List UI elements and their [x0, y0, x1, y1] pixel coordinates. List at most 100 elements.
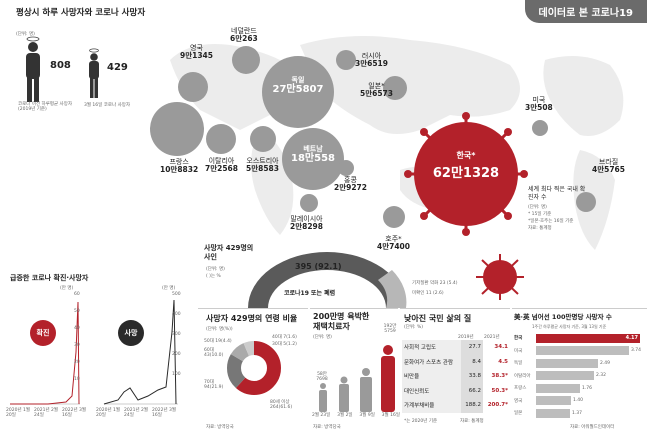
- permillion-bar: [536, 358, 598, 368]
- bubble-russia: [336, 50, 356, 70]
- daily-deaths-covid-value: 429: [107, 62, 128, 73]
- korea-virus-icon: [404, 112, 528, 236]
- surge-unit-left: (만 명): [60, 286, 74, 291]
- label-japan: 일본* 5만6573: [360, 82, 393, 99]
- death-cause-other1: 기저질환 악화 23 (5.4): [412, 281, 458, 286]
- quarantine-panel: [310, 308, 398, 436]
- label-uk: 영국 9만1345: [180, 44, 213, 61]
- label-hongkong: 홍콩 2만9272: [334, 176, 367, 193]
- label-brazil: 브라질 4만5765: [592, 158, 625, 175]
- death-cause-note: ( )는 %: [206, 274, 221, 279]
- permillion-panel: [512, 308, 647, 436]
- bubble-vietnam: 베트남 18만558: [282, 128, 344, 190]
- daily-deaths-normal-caption: 코로나 이전 하루평균 사망자 (2019년 기준): [18, 102, 72, 113]
- permillion-bar: 4.17: [536, 333, 640, 343]
- age-title: 사망자 429명의 연령 비율: [206, 314, 298, 323]
- surge-x-left-1: 2020년 1월 20일: [6, 408, 31, 419]
- permillion-row: 이탈리아 2.32: [514, 371, 607, 381]
- quarantine-labels: 2월 23일 3월 2일 3월 9일 3월 16일: [312, 413, 400, 418]
- surge-x-left-2: 2021년 2월 24일: [34, 408, 59, 419]
- permillion-subtitle: 1주간 하루평균 사망자 기준, 3월 13일 기준: [532, 324, 607, 329]
- quarantine-title: 200만명 육박한 재택치료자: [313, 312, 370, 331]
- quality-table: 사회적 고립도 27.7 34.1 문화여가 스포츠 관람 8.4 4.5 비만율 33.…: [402, 340, 510, 413]
- permillion-row: 영국 1.40: [514, 396, 584, 406]
- quality-unit: (단위: %): [404, 325, 424, 330]
- surge-left-axis: 60 50 40 30 20 10: [74, 292, 80, 382]
- permillion-chart: 한국 4.17 미국 3.74 독일 2.49 이탈리아 2.32 프랑스 1.…: [514, 332, 644, 420]
- permillion-source: 자료: 아워월드인데이터: [570, 425, 615, 430]
- quality-note: *는 2020년 기준: [404, 419, 438, 424]
- age-panel: [198, 308, 308, 436]
- bubble-brazil: [576, 192, 596, 212]
- bubble-germany: 독일 27만5807: [262, 56, 334, 128]
- label-australia: 호주* 4만7400: [377, 235, 410, 252]
- surge-chart: [10, 299, 178, 405]
- quarantine-unit: (단위: 명): [313, 335, 332, 340]
- permillion-bar: [536, 408, 570, 418]
- permillion-row: 독일 2.49: [514, 358, 611, 368]
- permillion-title: 美·英 넘어선 100만명당 사망자 수: [514, 313, 612, 321]
- age-seg-80s: 80세 이상 264(61.6): [270, 400, 293, 411]
- death-cause-unit: (단위: 명): [206, 267, 225, 272]
- quarantine-people: [319, 345, 395, 412]
- person-normal-icon: [26, 36, 40, 102]
- permillion-row: 한국 4.17: [514, 333, 640, 343]
- korea-note3: *일본·호주는 16일 기준: [528, 219, 574, 224]
- quality-source: 자료: 통계청: [460, 419, 484, 424]
- bubble-hongkong: [338, 160, 354, 176]
- daily-deaths-unit: (단위: 명): [16, 32, 35, 37]
- label-france: 프랑스 10만8832: [160, 158, 199, 175]
- label-russia: 러시아 3만6519: [355, 52, 388, 69]
- death-cause-covid-value: 395 (92.1): [295, 262, 342, 271]
- korea-name: 한국*: [456, 151, 476, 160]
- table-row: 대인신뢰도 66.2 50.3*: [402, 383, 510, 398]
- table-row: 비만율 33.8 38.3*: [402, 369, 510, 384]
- bubble-uk: [178, 72, 208, 102]
- table-row: 사회적 고립도 27.7 34.1: [402, 340, 510, 355]
- permillion-row: 미국 3.74: [514, 346, 642, 356]
- death-cause-covid-label: 코로나19 또는 폐렴: [282, 288, 338, 297]
- age-seg-60s: 60대 43(10.0): [204, 348, 224, 359]
- quality-title: 낮아진 국민 삶의 질: [404, 314, 472, 323]
- korea-caption: 세계 최다 찍은 국내 확진자 수: [528, 186, 586, 201]
- permillion-bar: [536, 346, 629, 356]
- death-cause-title: 사망자 429명의 사인: [204, 244, 254, 262]
- bubble-usa: [532, 120, 548, 136]
- bubble-italy: [206, 124, 236, 154]
- surge-death-badge: 사망: [118, 320, 144, 346]
- quality-col1: 2019년: [458, 335, 474, 340]
- age-source: 자료: 방역당국: [206, 425, 234, 430]
- quality-panel: [400, 308, 510, 436]
- small-virus-icon: [476, 254, 524, 300]
- bubble-malaysia: [300, 194, 318, 212]
- bubble-australia: [383, 206, 405, 228]
- surge-right-axis: 500 400 300 200 100: [172, 292, 181, 377]
- label-netherlands: 네덜란드 6만263: [230, 27, 258, 44]
- label-austria: 오스트리아 5만8583: [246, 157, 279, 174]
- daily-deaths-title: 평상시 하루 사망자와 코로나 사망자: [16, 8, 146, 18]
- korea-value: 62만1328: [432, 166, 500, 181]
- table-row: 가계부채비율 188.2 200.7*: [402, 398, 510, 413]
- surge-x-right-2: 2021년 2월 24일: [124, 408, 149, 419]
- korea-note4: 자료: 통계청: [528, 226, 552, 231]
- age-seg-30s: 30대 5(1.2): [272, 342, 297, 347]
- bubble-france: [150, 102, 204, 156]
- korea-note1: (단위: 명): [528, 205, 547, 210]
- death-cause-arc: [248, 252, 407, 308]
- permillion-bar: [536, 396, 571, 406]
- label-malaysia: 말레이시아 2만8298: [290, 215, 323, 232]
- permillion-bar: [536, 383, 580, 393]
- bubble-austria: [250, 126, 276, 152]
- quarantine-source: 자료: 방역당국: [313, 425, 341, 430]
- person-covid-icon: [89, 48, 99, 98]
- age-seg-50s: 50대 19(4.4): [204, 339, 232, 344]
- label-italy: 이탈리아 7만2568: [205, 157, 238, 174]
- label-usa: 미국 3만508: [525, 96, 553, 113]
- quarantine-value-last: 192만 5759: [383, 324, 397, 335]
- permillion-row: 일본 1.37: [514, 408, 583, 418]
- age-donut: [227, 341, 281, 395]
- surge-x-right-3: 2022년 3월 16일: [152, 408, 177, 419]
- daily-deaths-normal-value: 808: [50, 60, 71, 71]
- surge-title: 급증한 코로나 확진·사망자: [10, 274, 89, 282]
- age-unit: (단위: 명(%)): [206, 327, 233, 332]
